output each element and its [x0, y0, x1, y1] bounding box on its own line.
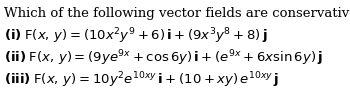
Text: $\mathbf{(ii)}\;$$\mathrm{F}(x,\,y) = (9ye^{9x} + \cos 6y)\,\mathbf{i} + (e^{9x}: $\mathbf{(ii)}\;$$\mathrm{F}(x,\,y) = (9…	[4, 49, 323, 68]
Text: $\mathbf{(i)}\;$$\mathrm{F}(x,\,y) = (10x^2y^9 + 6)\,\mathbf{i} + (9x^3y^8 + 8)\: $\mathbf{(i)}\;$$\mathrm{F}(x,\,y) = (10…	[4, 27, 268, 46]
Text: Which of the following vector fields are conservative?: Which of the following vector fields are…	[4, 7, 350, 20]
Text: $\mathbf{(iii)}\;$$\mathrm{F}(x,\,y) = 10y^2 e^{10xy}\,\mathbf{i} + (10+xy)\,e^{: $\mathbf{(iii)}\;$$\mathrm{F}(x,\,y) = 1…	[4, 70, 279, 90]
